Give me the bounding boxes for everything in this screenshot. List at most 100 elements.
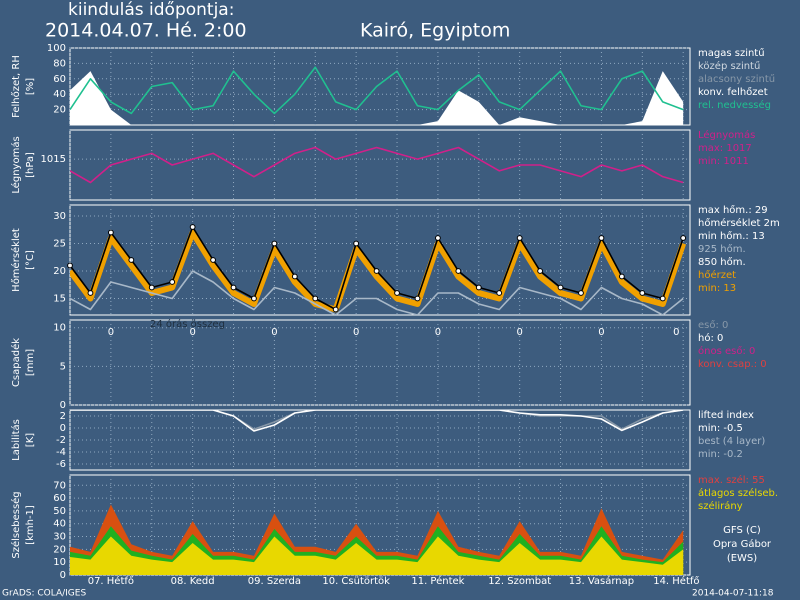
- x-tick-label: 13. Vasárnap: [569, 575, 634, 587]
- y-tick-label: 0: [60, 423, 66, 434]
- point: [557, 284, 564, 291]
- value-label: 0: [353, 327, 359, 338]
- point: [618, 273, 625, 280]
- legend-entry: konv. felhőzet: [698, 86, 768, 98]
- y-tick-label: 5: [60, 361, 66, 372]
- line: [70, 66, 684, 115]
- y-tick-label: 0: [60, 570, 66, 581]
- legend-entry: rel. nedvesség: [698, 99, 771, 111]
- legend-entry: min: 1011: [698, 156, 749, 167]
- point: [332, 306, 339, 313]
- point: [516, 235, 523, 241]
- legend-entry: közép szintű: [698, 60, 760, 72]
- panel: [69, 47, 691, 126]
- point: [659, 295, 666, 302]
- point: [107, 229, 114, 236]
- y-tick-label: 2: [60, 411, 66, 422]
- line: [70, 270, 684, 315]
- legend-entry: lifted index: [698, 410, 754, 421]
- legend-entry: konv. csap.: 0: [698, 359, 767, 370]
- y-tick-label: 40: [53, 519, 66, 530]
- y-tick-label: 10: [53, 557, 66, 568]
- legend-entry: max: 1017: [698, 143, 752, 154]
- x-tick-label: 11. Péntek: [411, 575, 464, 587]
- y-tick-label: 10: [53, 323, 66, 334]
- y-axis-label: Felhőzet, RH: [10, 55, 22, 118]
- legend-entry: magas szintű: [698, 47, 765, 59]
- y-tick-label: 80: [53, 58, 66, 69]
- y-tick-label: 70: [53, 480, 66, 491]
- point: [210, 257, 216, 263]
- legend-entry: best (4 layer): [698, 436, 765, 447]
- point: [312, 295, 319, 302]
- credit: GFS (C): [723, 525, 761, 536]
- point: [414, 295, 421, 302]
- point: [148, 284, 155, 291]
- x-tick-label: 07. Hétfő: [88, 575, 134, 587]
- y-tick-label: 30: [53, 211, 66, 222]
- y-axis-label: Légnyomás: [10, 136, 22, 193]
- header-location: Kairó, Egyiptom: [360, 20, 510, 42]
- point: [455, 268, 462, 274]
- y-tick-label: 20: [53, 266, 66, 277]
- y-tick-label: 15: [53, 294, 66, 305]
- point: [639, 290, 646, 296]
- point: [373, 268, 380, 274]
- x-tick-label: 08. Kedd: [171, 576, 215, 587]
- panel: [69, 319, 691, 406]
- y-axis-label: Csapadék: [10, 338, 22, 387]
- y-tick-label: -2: [56, 435, 66, 446]
- value-label: 0: [108, 327, 114, 338]
- point: [251, 295, 257, 302]
- y-tick-label: 25: [53, 239, 66, 250]
- x-tick-label: 10. Csütörtök: [322, 576, 390, 587]
- legend-entry: 850 hőm.: [698, 256, 746, 268]
- point: [578, 290, 584, 296]
- y-axis-label: [%]: [25, 78, 36, 95]
- legend-entry: hőérzet: [698, 269, 736, 281]
- y-axis-label: Hőmérséklet: [10, 228, 22, 292]
- x-tick-label: 09. Szerda: [248, 576, 301, 587]
- point: [394, 290, 400, 296]
- legend-entry: hó: 0: [698, 332, 723, 344]
- header-date: 2014.04.07. Hé. 2:00: [45, 20, 247, 42]
- y-tick-label: 30: [53, 532, 66, 543]
- legend-entry: min: 13: [698, 283, 736, 294]
- y-axis-label: [hPa]: [25, 152, 36, 178]
- area: [70, 536, 684, 575]
- line: [70, 410, 684, 432]
- legend-entry: max. szél: 55: [698, 474, 765, 486]
- y-tick-label: 40: [53, 89, 66, 100]
- line: [70, 146, 684, 184]
- point: [496, 290, 503, 296]
- point: [87, 290, 94, 296]
- legend-entry: min hőm.: 13: [698, 230, 765, 242]
- point: [680, 235, 687, 241]
- footer-timestamp: 2014-04-07-11:18: [692, 589, 774, 599]
- value-label: 0: [673, 327, 679, 338]
- y-tick-label: 20: [53, 105, 66, 116]
- point: [435, 235, 441, 241]
- legend-entry: min: -0.2: [698, 449, 743, 460]
- point: [598, 235, 605, 241]
- annotation: 24 órás összeg: [150, 318, 225, 330]
- legend-entry: alacsony szintű: [698, 73, 775, 85]
- legend-entry: max hőm.: 29: [698, 204, 768, 216]
- legend-entry: 925 hőm.: [698, 243, 746, 255]
- footer-software: GrADS: COLA/IGES: [2, 589, 86, 599]
- value-label: 0: [271, 327, 277, 338]
- credit: (EWS): [727, 553, 757, 564]
- y-axis-label: [kmh-1]: [25, 505, 36, 545]
- legend-entry: eső: 0: [698, 319, 728, 331]
- point: [189, 224, 196, 230]
- point: [169, 279, 176, 285]
- y-tick-label: 60: [53, 493, 66, 504]
- panel: [69, 129, 691, 201]
- point: [271, 240, 278, 247]
- y-axis-label: [mm]: [25, 349, 36, 376]
- y-tick-label: -4: [56, 447, 66, 458]
- y-tick-label: -6: [56, 459, 66, 470]
- point: [353, 240, 360, 247]
- value-label: 0: [598, 327, 604, 338]
